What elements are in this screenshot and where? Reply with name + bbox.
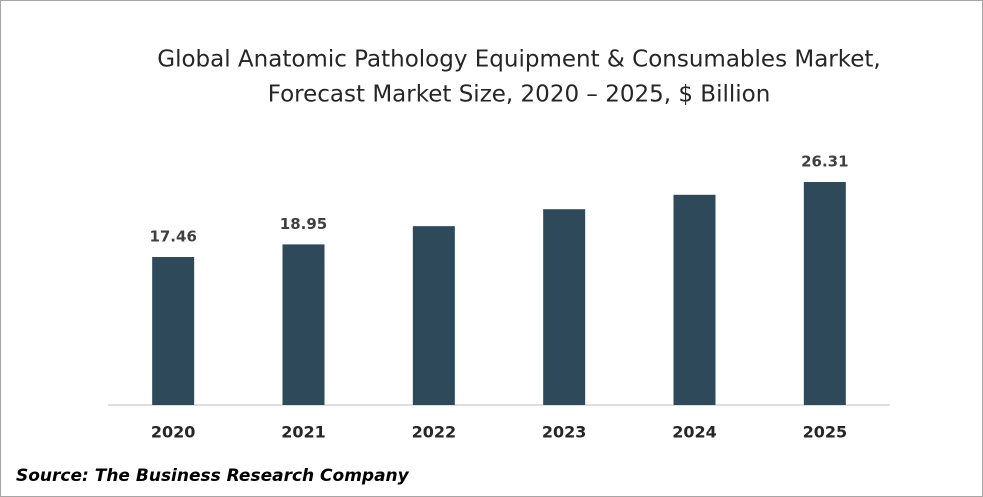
bar bbox=[152, 257, 195, 405]
x-tick-label: 2024 bbox=[672, 423, 717, 442]
data-label: 17.46 bbox=[149, 228, 196, 246]
x-tick-label: 2021 bbox=[281, 423, 326, 442]
bar bbox=[412, 226, 455, 405]
x-tick-label: 2020 bbox=[151, 423, 196, 442]
x-tick-label: 2023 bbox=[542, 423, 587, 442]
chart-title: Global Anatomic Pathology Equipment & Co… bbox=[157, 47, 881, 73]
bar bbox=[673, 194, 716, 405]
x-tick-label: 2022 bbox=[412, 423, 457, 442]
data-label: 18.95 bbox=[280, 215, 327, 233]
bar bbox=[803, 182, 846, 405]
data-label: 26.31 bbox=[801, 153, 848, 171]
x-tick-label: 2025 bbox=[803, 423, 848, 442]
bar bbox=[543, 209, 586, 405]
source: Source: The Business Research Company bbox=[16, 466, 410, 486]
chart-title: Forecast Market Size, 2020 – 2025, $ Bil… bbox=[268, 82, 771, 108]
bar bbox=[282, 244, 325, 405]
